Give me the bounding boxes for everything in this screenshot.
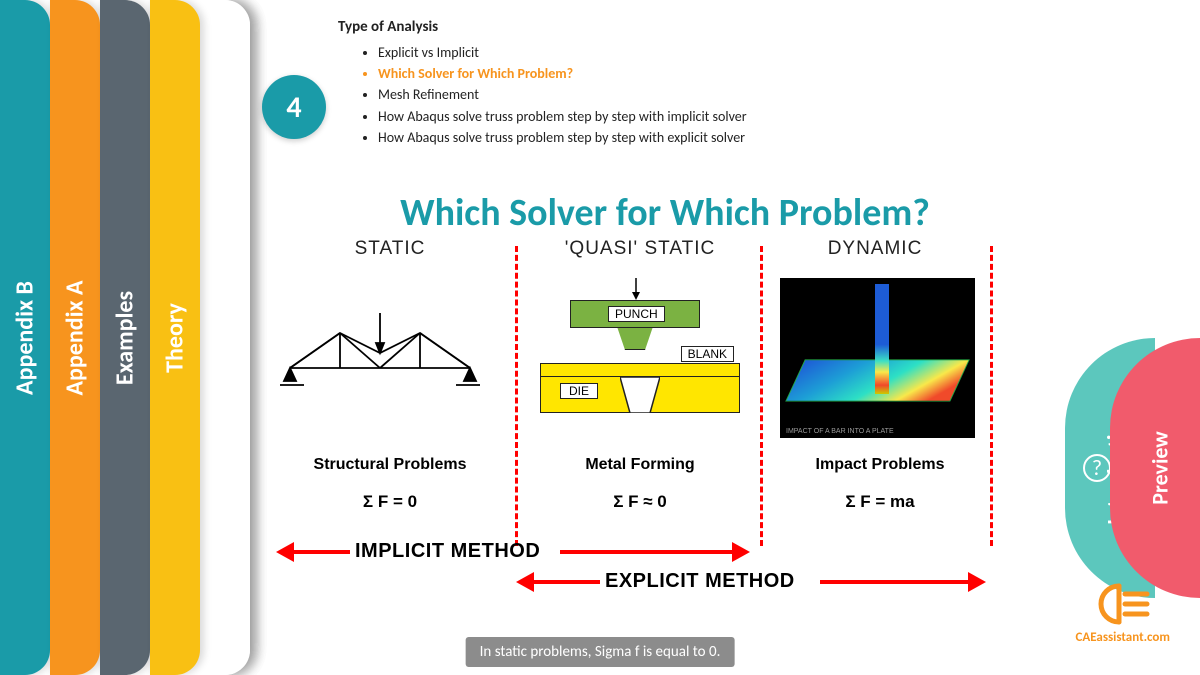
- logo-text: CAEassistant.com: [1075, 630, 1170, 645]
- outline-list: Explicit vs Implicit Which Solver for Whi…: [338, 44, 758, 147]
- divider: [990, 246, 993, 546]
- outline: Type of Analysis Explicit vs Implicit Whi…: [338, 18, 758, 150]
- logo-icon: [1095, 582, 1151, 626]
- section-number-badge: 4: [262, 75, 326, 139]
- slide-title: Which Solver for Which Problem?: [250, 190, 1080, 236]
- punch-label: PUNCH: [608, 306, 665, 322]
- caption-dynamic: Impact Problems: [800, 456, 960, 474]
- implicit-method-label: IMPLICIT METHOD: [355, 540, 540, 563]
- arrow-head-icon: [516, 572, 534, 592]
- impact-illustration: IMPACT OF A BAR INTO A PLATE: [780, 278, 975, 438]
- arrow-head-icon: [732, 542, 750, 562]
- implicit-arrow: [560, 550, 735, 554]
- eq-static: Σ F = 0: [330, 492, 450, 512]
- col-head-dynamic: DYNAMIC: [815, 238, 935, 260]
- subtitle-caption: In static problems, Sigma f is equal to …: [466, 637, 735, 667]
- outline-item[interactable]: How Abaqus solve truss problem step by s…: [378, 108, 758, 126]
- outline-title: Type of Analysis: [338, 18, 758, 36]
- outline-item[interactable]: Which Solver for Which Problem?: [378, 65, 758, 83]
- implicit-arrow: [290, 550, 350, 554]
- tab-label: Preview: [1146, 431, 1173, 504]
- tab-label: Examples: [111, 290, 140, 384]
- section-number: 4: [286, 89, 301, 126]
- arrow-head-icon: [276, 542, 294, 562]
- die-label: DIE: [560, 383, 598, 399]
- outline-item[interactable]: Explicit vs Implicit: [378, 44, 758, 62]
- eq-quasistatic: Σ F ≈ 0: [570, 492, 710, 512]
- tab-theory[interactable]: Theory: [150, 0, 200, 675]
- col-head-static: STATIC: [330, 238, 450, 260]
- explicit-arrow: [530, 580, 600, 584]
- outline-item[interactable]: How Abaqus solve truss problem step by s…: [378, 129, 758, 147]
- caption-quasistatic: Metal Forming: [560, 456, 720, 474]
- col-head-quasistatic: 'QUASI' STATIC: [550, 238, 730, 260]
- explicit-method-label: EXPLICIT METHOD: [605, 570, 795, 593]
- divider: [760, 246, 763, 546]
- metal-forming-illustration: PUNCH BLANK DIE: [530, 278, 740, 438]
- divider: [515, 246, 518, 546]
- eq-dynamic: Σ F = ma: [810, 492, 950, 512]
- blank-label: BLANK: [681, 346, 734, 362]
- impact-footer: IMPACT OF A BAR INTO A PLATE: [786, 428, 894, 435]
- truss-illustration: [280, 313, 480, 423]
- caption-static: Structural Problems: [300, 456, 480, 474]
- arrow-head-icon: [968, 572, 986, 592]
- outline-item[interactable]: Mesh Refinement: [378, 86, 758, 104]
- diagram: STATIC 'QUASI' STATIC DYNAMIC PUNCH: [270, 238, 990, 593]
- explicit-arrow: [820, 580, 970, 584]
- tab-label: Theory: [161, 303, 190, 373]
- brand-logo: CAEassistant.com: [1075, 582, 1170, 645]
